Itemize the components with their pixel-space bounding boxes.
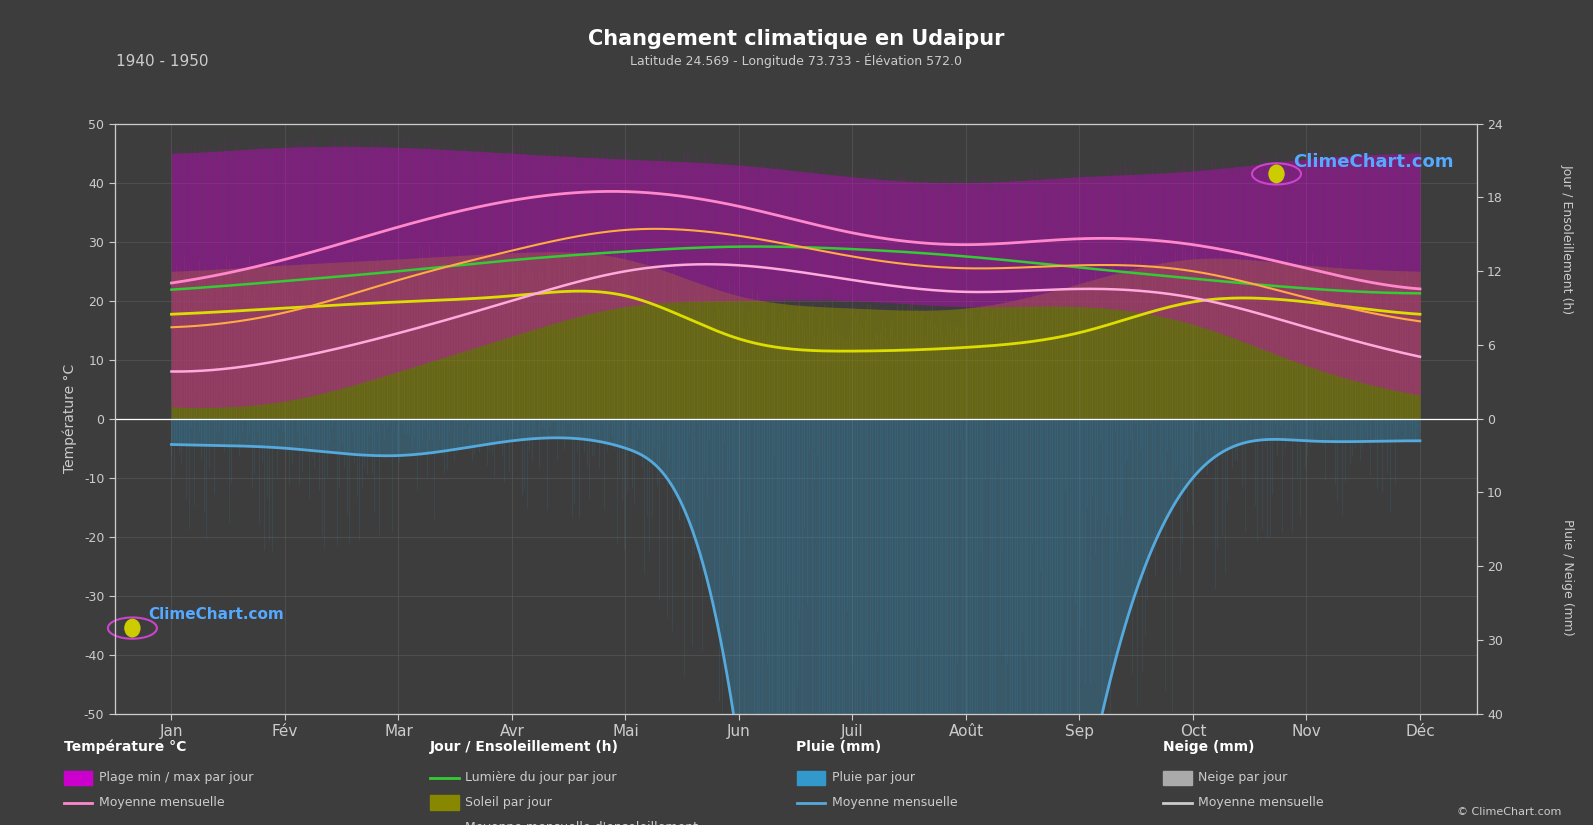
Text: Moyenne mensuelle: Moyenne mensuelle [1198,796,1324,809]
Text: Latitude 24.569 - Longitude 73.733 - Élévation 572.0: Latitude 24.569 - Longitude 73.733 - Élé… [631,54,962,68]
Text: Jour / Ensoleillement (h): Jour / Ensoleillement (h) [430,740,620,754]
Text: Changement climatique en Udaipur: Changement climatique en Udaipur [588,29,1005,49]
Text: Pluie / Neige (mm): Pluie / Neige (mm) [1561,519,1574,636]
Y-axis label: Température °C: Température °C [62,364,76,474]
Text: ClimeChart.com: ClimeChart.com [1294,153,1453,172]
Bar [64,771,92,785]
Text: Pluie (mm): Pluie (mm) [796,740,883,754]
Text: Moyenne mensuelle: Moyenne mensuelle [832,796,957,809]
Text: Jour / Ensoleillement (h): Jour / Ensoleillement (h) [1561,164,1574,314]
Bar [430,795,459,810]
Text: Moyenne mensuelle d'ensoleillement: Moyenne mensuelle d'ensoleillement [465,821,698,825]
Text: 1940 - 1950: 1940 - 1950 [116,54,209,68]
Text: Lumière du jour par jour: Lumière du jour par jour [465,771,616,785]
Text: Température °C: Température °C [64,739,186,754]
Ellipse shape [124,619,140,638]
Ellipse shape [1268,164,1284,183]
Text: Neige (mm): Neige (mm) [1163,740,1254,754]
Bar [796,771,825,785]
Text: ClimeChart.com: ClimeChart.com [148,607,285,622]
Text: Pluie par jour: Pluie par jour [832,771,914,785]
Bar [1163,771,1192,785]
Text: Soleil par jour: Soleil par jour [465,796,551,809]
Text: © ClimeChart.com: © ClimeChart.com [1456,807,1561,817]
Text: Moyenne mensuelle: Moyenne mensuelle [99,796,225,809]
Text: Plage min / max par jour: Plage min / max par jour [99,771,253,785]
Text: Neige par jour: Neige par jour [1198,771,1287,785]
